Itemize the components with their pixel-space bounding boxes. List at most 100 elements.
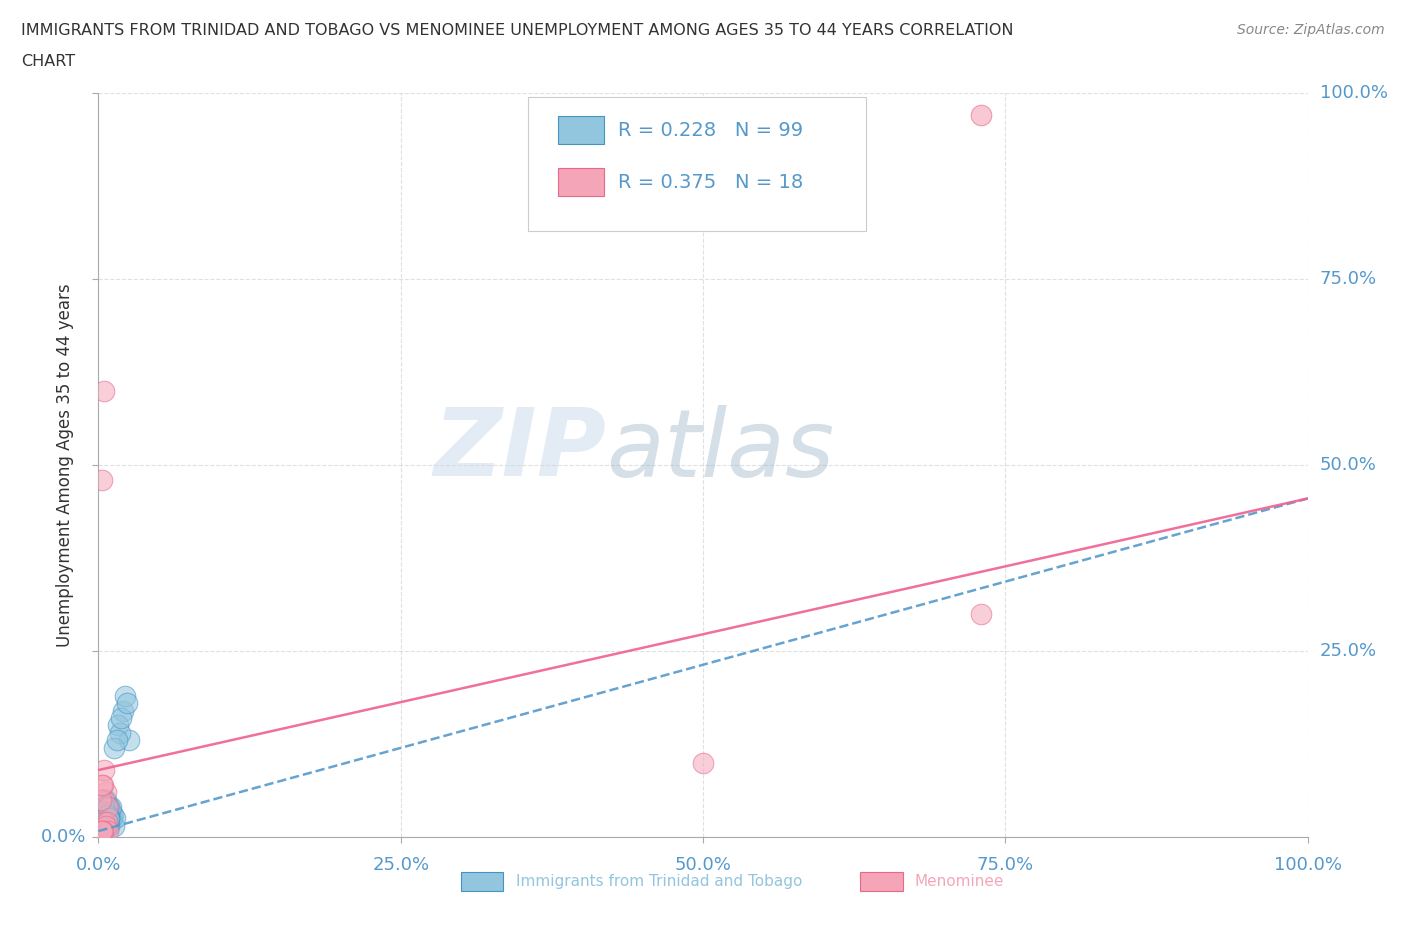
Point	[96, 800, 118, 815]
Point	[98, 811, 121, 826]
Point	[89, 824, 111, 839]
Point	[107, 718, 129, 733]
Point	[97, 800, 120, 815]
Point	[93, 811, 115, 826]
Point	[97, 807, 120, 822]
Point	[98, 811, 121, 826]
Point	[91, 818, 114, 833]
Point	[96, 807, 118, 822]
Point	[91, 472, 114, 487]
Point	[94, 818, 117, 833]
Point	[93, 811, 115, 826]
Text: 0.0%: 0.0%	[41, 828, 86, 846]
Text: 75.0%: 75.0%	[1320, 270, 1376, 288]
Point	[96, 807, 118, 822]
Point	[97, 807, 120, 822]
Text: R = 0.375   N = 18: R = 0.375 N = 18	[619, 173, 804, 192]
Point	[91, 811, 114, 826]
Point	[97, 807, 120, 822]
Point	[96, 807, 118, 822]
Text: 75.0%: 75.0%	[977, 856, 1033, 873]
Point	[93, 792, 115, 807]
Text: IMMIGRANTS FROM TRINIDAD AND TOBAGO VS MENOMINEE UNEMPLOYMENT AMONG AGES 35 TO 4: IMMIGRANTS FROM TRINIDAD AND TOBAGO VS M…	[21, 23, 1014, 38]
Point	[94, 800, 117, 815]
Point	[91, 807, 114, 822]
Point	[98, 800, 121, 815]
Text: 0.0%: 0.0%	[76, 856, 121, 873]
Point	[91, 818, 114, 833]
Point	[98, 807, 121, 822]
Point	[93, 763, 115, 777]
Point	[90, 807, 112, 822]
Point	[91, 818, 114, 833]
Point	[100, 800, 122, 815]
Point	[101, 807, 124, 822]
Point	[93, 800, 115, 815]
Point	[100, 811, 122, 826]
Point	[97, 800, 120, 815]
Text: 50.0%: 50.0%	[1320, 456, 1376, 474]
Point	[93, 800, 115, 815]
Point	[98, 811, 121, 826]
Point	[100, 811, 122, 826]
Text: ZIP: ZIP	[433, 405, 606, 496]
Point	[97, 811, 120, 826]
Y-axis label: Unemployment Among Ages 35 to 44 years: Unemployment Among Ages 35 to 44 years	[56, 284, 75, 646]
Text: Menominee: Menominee	[915, 874, 1004, 889]
Bar	[860, 872, 903, 891]
Point	[91, 818, 114, 833]
Text: 25.0%: 25.0%	[373, 856, 429, 873]
Point	[94, 800, 117, 815]
Point	[94, 800, 117, 815]
Point	[94, 807, 117, 822]
Point	[108, 725, 131, 740]
FancyBboxPatch shape	[527, 97, 866, 231]
Point	[96, 807, 118, 822]
Point	[97, 818, 120, 833]
Point	[94, 792, 117, 807]
Point	[103, 740, 125, 755]
Point	[94, 785, 117, 800]
Point	[91, 818, 114, 833]
Point	[89, 824, 111, 839]
Point	[91, 824, 114, 839]
Point	[90, 824, 112, 839]
Point	[96, 818, 118, 833]
Point	[97, 807, 120, 822]
Point	[91, 818, 114, 833]
Point	[93, 383, 115, 398]
Point	[91, 818, 114, 833]
Point	[93, 792, 115, 807]
Point	[97, 807, 120, 822]
Point	[91, 811, 114, 826]
Point	[91, 818, 114, 833]
Point	[98, 807, 121, 822]
Text: 100.0%: 100.0%	[1274, 856, 1341, 873]
Point	[90, 824, 112, 839]
Point	[93, 792, 115, 807]
Point	[692, 755, 714, 770]
Point	[97, 824, 120, 839]
Point	[90, 824, 112, 839]
Text: 50.0%: 50.0%	[675, 856, 731, 873]
Point	[93, 792, 115, 807]
Point	[98, 811, 121, 826]
Point	[98, 811, 121, 826]
Point	[118, 733, 141, 748]
Point	[104, 811, 127, 826]
Point	[110, 711, 132, 725]
Point	[91, 824, 114, 839]
Text: atlas: atlas	[606, 405, 835, 496]
Point	[98, 800, 121, 815]
Point	[90, 824, 112, 839]
Point	[970, 606, 993, 621]
Point	[96, 811, 118, 826]
Point	[90, 824, 112, 839]
Point	[93, 792, 115, 807]
Point	[97, 807, 120, 822]
Text: Source: ZipAtlas.com: Source: ZipAtlas.com	[1237, 23, 1385, 37]
Point	[97, 811, 120, 826]
Bar	[461, 872, 503, 891]
Point	[93, 815, 115, 830]
Point	[91, 818, 114, 833]
